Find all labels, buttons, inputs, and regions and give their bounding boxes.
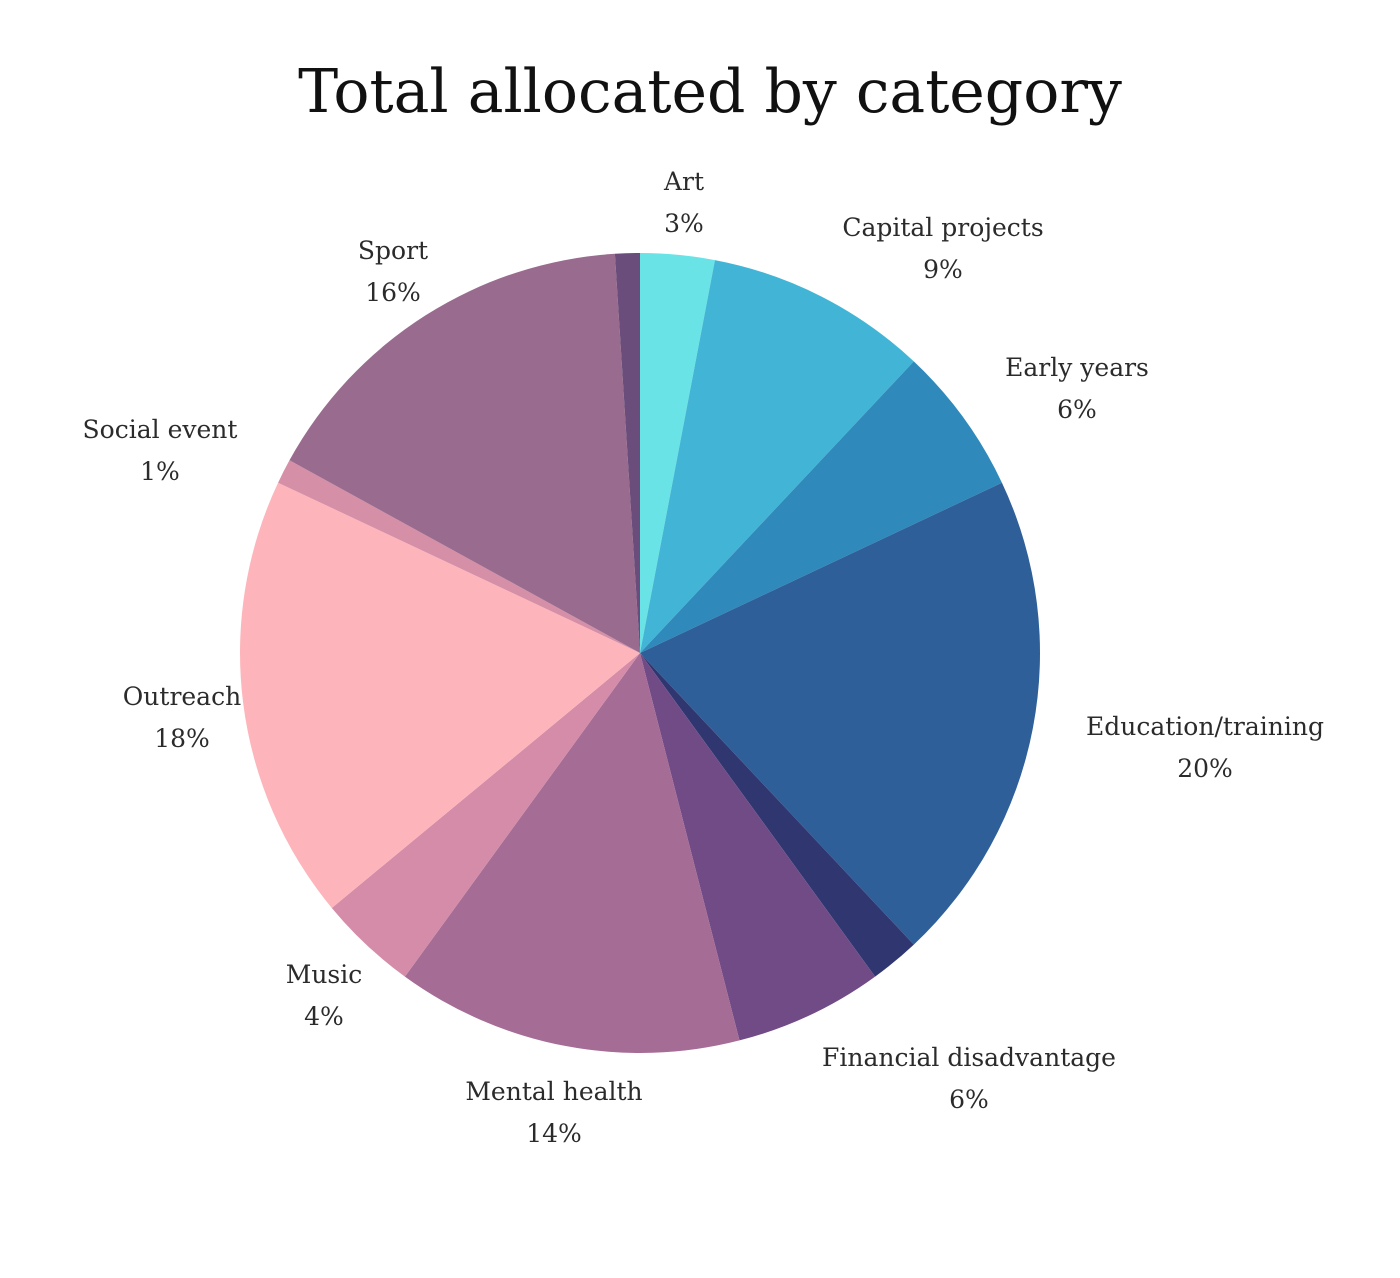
pie-slice-art xyxy=(640,253,715,653)
pie-slice-outreach xyxy=(239,482,640,908)
pie-slice-unlabeled-11 xyxy=(614,253,640,653)
slice-percent-sport: 16% xyxy=(365,278,421,307)
slice-label-sport: Sport xyxy=(358,236,428,265)
slice-label-capital-projects: Capital projects xyxy=(842,213,1043,242)
slice-percent-financial-disadvantage: 6% xyxy=(949,1085,989,1114)
slice-percent-education-training: 20% xyxy=(1177,754,1233,783)
pie-slice-unlabeled-4 xyxy=(640,653,914,977)
pie-slice-financial-disadvantage xyxy=(640,653,876,1041)
slice-label-education-training: Education/training xyxy=(1086,712,1324,741)
slice-label-early-years: Early years xyxy=(1005,353,1149,382)
slice-label-financial-disadvantage: Financial disadvantage xyxy=(822,1043,1116,1072)
pie-slice-early-years xyxy=(640,361,1002,653)
pie-labels: Art 3% Capital projects 9% Early years 6% Educ… xyxy=(83,167,1324,1148)
pie-slice-education-training xyxy=(640,482,1040,945)
pie-slices xyxy=(239,253,1040,1053)
slice-label-music: Music xyxy=(286,960,363,989)
pie-slice-mental-health xyxy=(404,653,740,1053)
slice-percent-social-event: 1% xyxy=(140,457,180,486)
slice-label-art: Art xyxy=(663,167,704,196)
slice-percent-art: 3% xyxy=(664,209,704,238)
chart-title: Total allocated by category xyxy=(298,57,1122,127)
slice-percent-capital-projects: 9% xyxy=(923,255,963,284)
slice-percent-early-years: 6% xyxy=(1057,395,1097,424)
slice-label-mental-health: Mental health xyxy=(465,1077,642,1106)
slice-percent-mental-health: 14% xyxy=(526,1119,582,1148)
slice-label-outreach: Outreach xyxy=(123,682,241,711)
pie-slice-music xyxy=(331,653,640,977)
pie-slice-capital-projects xyxy=(640,260,914,653)
slice-percent-music: 4% xyxy=(304,1002,344,1031)
pie-slice-social-event xyxy=(278,460,640,653)
slice-percent-outreach: 18% xyxy=(154,724,210,753)
pie-slice-sport xyxy=(289,253,640,653)
slice-label-social-event: Social event xyxy=(83,415,238,444)
